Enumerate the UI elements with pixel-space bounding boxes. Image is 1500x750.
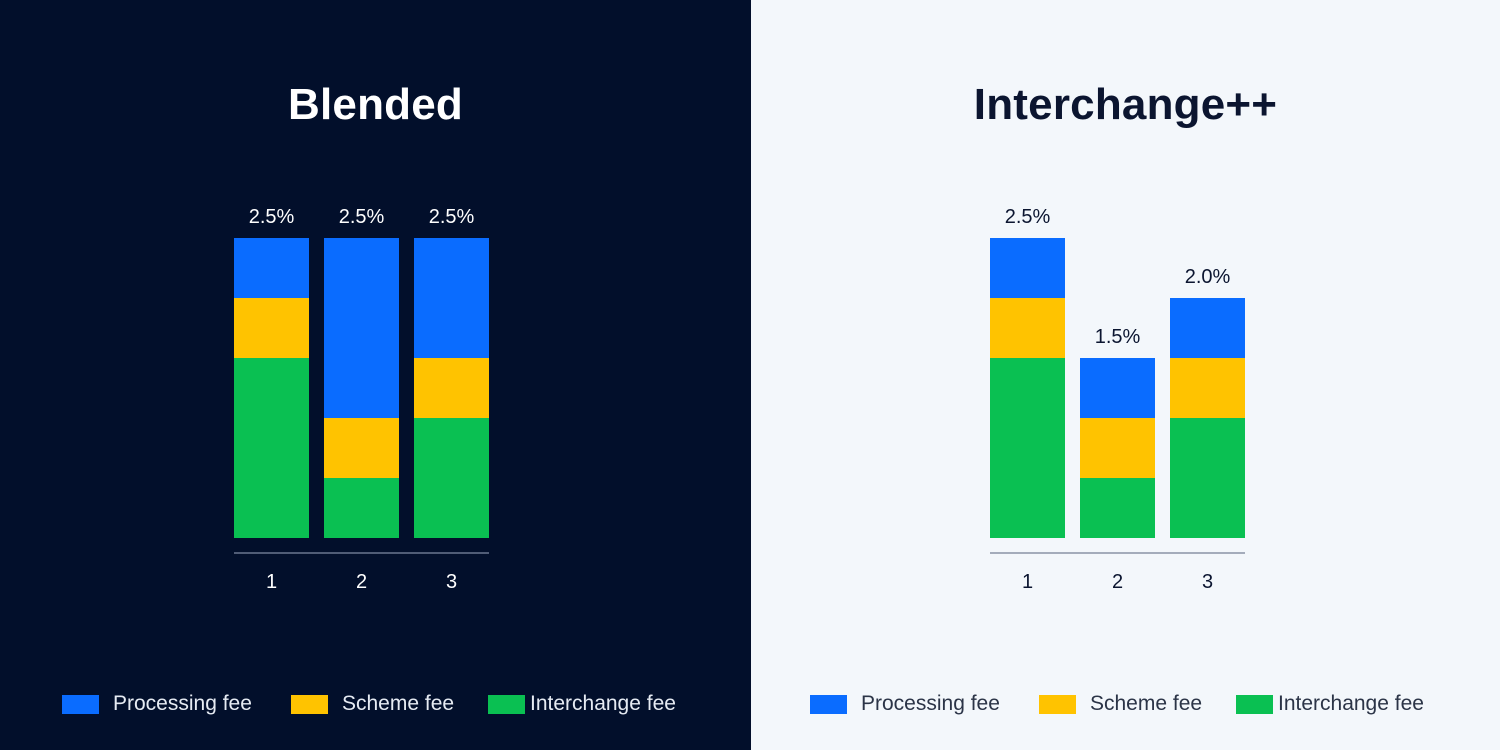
legend-label: Processing fee <box>113 692 252 715</box>
bar-total-label: 2.0% <box>1185 266 1231 288</box>
bar-total-label: 1.5% <box>1095 326 1141 348</box>
blended-legend: Processing fee Scheme fee Interchange fe… <box>0 688 751 720</box>
x-tick-label: 1 <box>266 571 277 593</box>
legend-label: Scheme fee <box>1090 692 1203 715</box>
legend-item-scheme: Scheme fee <box>291 688 454 720</box>
processing-bar-segment <box>1080 358 1155 418</box>
scheme-swatch <box>1039 694 1076 714</box>
bar-total-label: 2.5% <box>249 206 295 228</box>
blended-panel: Blended 2.5% 1 2.5% 2 2.5% 3 Processing fee S… <box>0 0 751 750</box>
interchange-bar-segment <box>1170 418 1245 538</box>
scheme-bar-segment <box>1170 358 1245 418</box>
bar-total-label: 2.5% <box>339 206 385 228</box>
processing-swatch <box>810 694 847 714</box>
processing-bar-segment <box>234 238 309 298</box>
x-tick-label: 2 <box>1112 571 1123 593</box>
interchange-bar-segment <box>990 358 1065 538</box>
scheme-bar-segment <box>234 298 309 358</box>
interchange-plus-plus-legend: Processing fee Scheme fee Interchange fe… <box>751 688 1500 720</box>
interchange-swatch <box>488 694 525 714</box>
legend-label: Scheme fee <box>342 692 455 715</box>
legend-item-processing: Processing fee <box>62 688 252 720</box>
x-tick-label: 2 <box>356 571 367 593</box>
x-tick-label: 3 <box>446 571 457 593</box>
legend-label: Interchange fee <box>530 692 676 715</box>
interchange-bar-segment <box>324 478 399 538</box>
interchange-plus-plus-panel: Interchange++ 2.5% 1 1.5% 2 2.0% 3 Processing… <box>751 0 1500 750</box>
scheme-bar-segment <box>414 358 489 418</box>
processing-bar-segment <box>990 238 1065 298</box>
x-tick-label: 3 <box>1202 571 1213 593</box>
interchange-plus-plus-chart-title: Interchange++ <box>973 80 1278 129</box>
processing-bar-segment <box>1170 298 1245 358</box>
scheme-swatch <box>291 694 328 714</box>
legend-label: Interchange fee <box>1278 692 1424 715</box>
processing-swatch <box>62 694 99 714</box>
interchange-bar-segment <box>1080 478 1155 538</box>
interchange-swatch <box>1236 694 1273 714</box>
x-tick-label: 1 <box>1022 571 1033 593</box>
scheme-bar-segment <box>1080 418 1155 478</box>
legend-item-processing: Processing fee <box>810 688 1000 720</box>
processing-bar-segment <box>414 238 489 358</box>
interchange-plus-plus-chart: 2.5% 1 1.5% 2 2.0% 3 <box>990 206 1245 593</box>
scheme-bar-segment <box>990 298 1065 358</box>
legend-item-interchange: Interchange fee <box>488 688 676 720</box>
legend-item-scheme: Scheme fee <box>1039 688 1202 720</box>
processing-bar-segment <box>324 238 399 418</box>
scheme-bar-segment <box>324 418 399 478</box>
bar-total-label: 2.5% <box>429 206 475 228</box>
legend-item-interchange: Interchange fee <box>1236 688 1424 720</box>
interchange-bar-segment <box>234 358 309 538</box>
legend-label: Processing fee <box>861 692 1000 715</box>
bar-total-label: 2.5% <box>1005 206 1051 228</box>
interchange-bar-segment <box>414 418 489 538</box>
blended-chart: 2.5% 1 2.5% 2 2.5% 3 <box>234 206 489 593</box>
blended-chart-title: Blended <box>288 80 463 129</box>
